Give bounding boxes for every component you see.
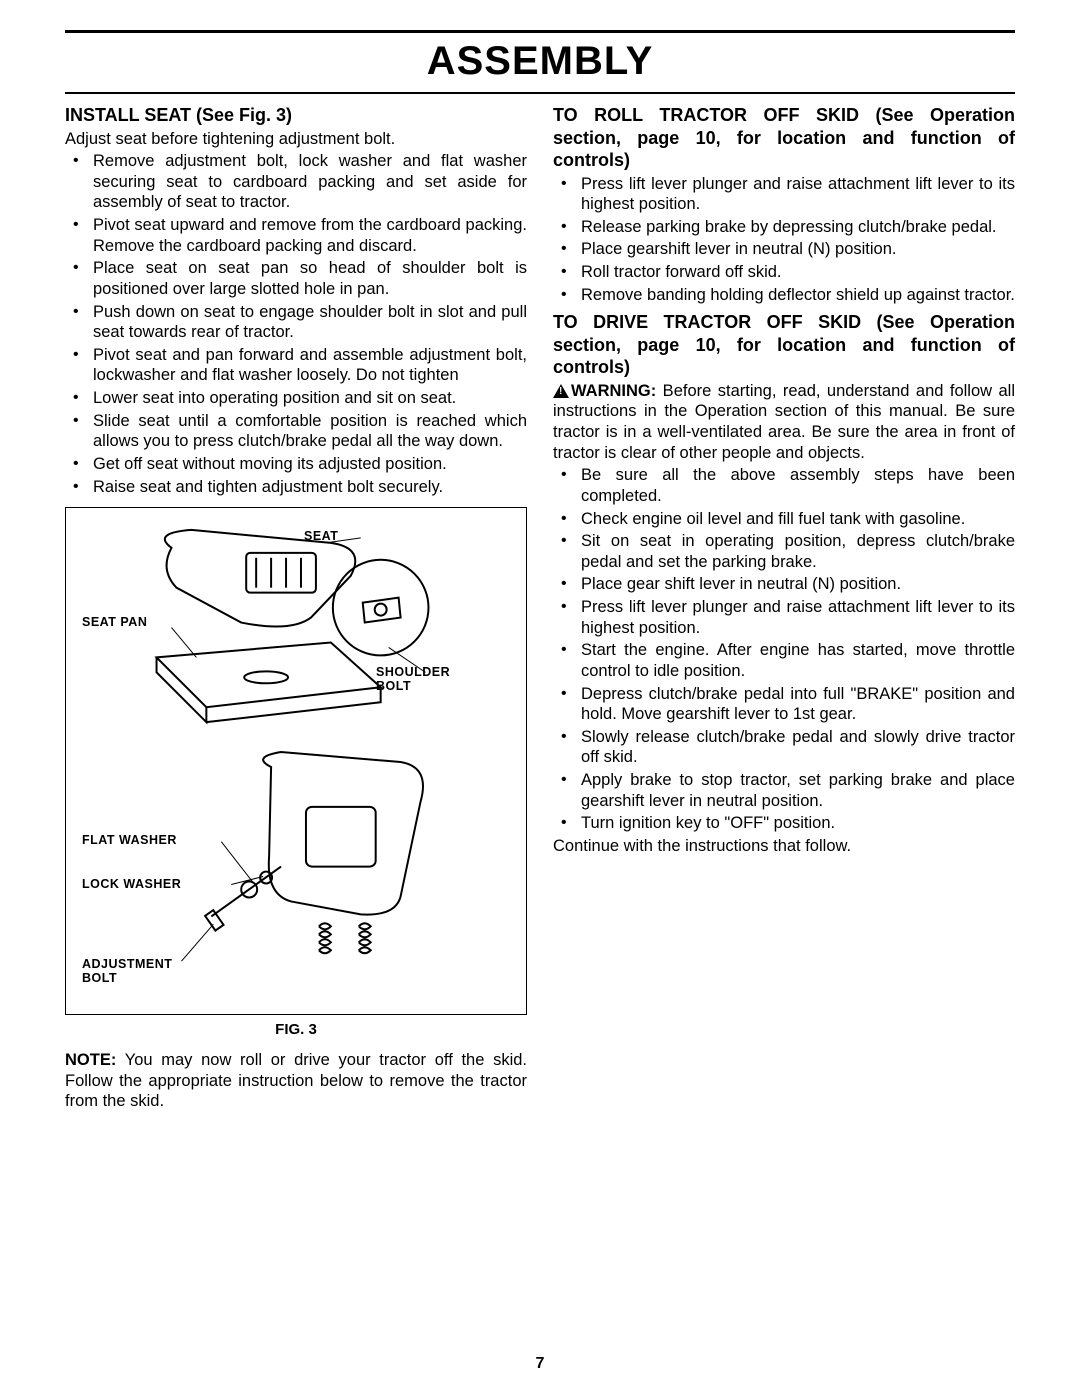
note-text: You may now roll or drive your tractor o… xyxy=(65,1051,527,1110)
label-seat: SEAT xyxy=(304,530,338,544)
label-lock-washer: LOCK WASHER xyxy=(82,878,181,892)
list-item: Start the engine. After engine has start… xyxy=(553,640,1015,681)
roll-off-heading: TO ROLL TRACTOR OFF SKID (See Operation … xyxy=(553,104,1015,172)
list-item: Apply brake to stop tractor, set parking… xyxy=(553,770,1015,811)
roll-off-list: Press lift lever plunger and raise attac… xyxy=(553,174,1015,306)
list-item: Remove banding holding deflector shield … xyxy=(553,285,1015,306)
list-item: Sit on seat in operating position, depre… xyxy=(553,531,1015,572)
figure-caption: FIG. 3 xyxy=(65,1021,527,1040)
list-item: Pivot seat upward and remove from the ca… xyxy=(65,215,527,256)
list-item: Slowly release clutch/brake pedal and sl… xyxy=(553,727,1015,768)
figure-3: SEAT SEAT PAN SHOULDER BOLT FLAT WASHER … xyxy=(65,507,527,1015)
drive-off-list: Be sure all the above assembly steps hav… xyxy=(553,465,1015,834)
list-item: Push down on seat to engage shoulder bol… xyxy=(65,302,527,343)
title-underline xyxy=(65,92,1015,94)
label-shoulder-bolt: SHOULDER BOLT xyxy=(376,666,466,694)
label-flat-washer: FLAT WASHER xyxy=(82,834,177,848)
list-item: Get off seat without moving its adjusted… xyxy=(65,454,527,475)
right-column: TO ROLL TRACTOR OFF SKID (See Operation … xyxy=(553,104,1015,1112)
list-item: Release parking brake by depressing clut… xyxy=(553,217,1015,238)
content-columns: INSTALL SEAT (See Fig. 3) Adjust seat be… xyxy=(65,104,1015,1112)
left-column: INSTALL SEAT (See Fig. 3) Adjust seat be… xyxy=(65,104,527,1112)
warning-icon xyxy=(553,384,569,398)
note-paragraph: NOTE: You may now roll or drive your tra… xyxy=(65,1050,527,1112)
list-item: Depress clutch/brake pedal into full "BR… xyxy=(553,684,1015,725)
page-number: 7 xyxy=(0,1355,1080,1373)
list-item: Lower seat into operating position and s… xyxy=(65,388,527,409)
list-item: Place gearshift lever in neutral (N) pos… xyxy=(553,239,1015,260)
warning-paragraph: WARNING: Before starting, read, understa… xyxy=(553,381,1015,464)
note-label: NOTE: xyxy=(65,1051,116,1069)
list-item: Press lift lever plunger and raise attac… xyxy=(553,597,1015,638)
list-item: Pivot seat and pan forward and assemble … xyxy=(65,345,527,386)
label-seat-pan: SEAT PAN xyxy=(82,616,147,630)
list-item: Slide seat until a comfortable position … xyxy=(65,411,527,452)
list-item: Place gear shift lever in neutral (N) po… xyxy=(553,574,1015,595)
warning-label: WARNING: xyxy=(571,382,656,400)
list-item: Remove adjustment bolt, lock washer and … xyxy=(65,151,527,213)
install-seat-heading: INSTALL SEAT (See Fig. 3) xyxy=(65,104,527,127)
list-item: Roll tractor forward off skid. xyxy=(553,262,1015,283)
install-seat-list: Remove adjustment bolt, lock washer and … xyxy=(65,151,527,497)
label-adjustment-bolt: ADJUSTMENT BOLT xyxy=(82,958,192,986)
figure-svg xyxy=(66,508,526,1014)
list-item: Be sure all the above assembly steps hav… xyxy=(553,465,1015,506)
list-item: Check engine oil level and fill fuel tan… xyxy=(553,509,1015,530)
page-title: ASSEMBLY xyxy=(65,33,1015,92)
list-item: Turn ignition key to "OFF" position. xyxy=(553,813,1015,834)
closing-text: Continue with the instructions that foll… xyxy=(553,836,1015,857)
list-item: Raise seat and tighten adjustment bolt s… xyxy=(65,477,527,498)
list-item: Place seat on seat pan so head of should… xyxy=(65,258,527,299)
list-item: Press lift lever plunger and raise attac… xyxy=(553,174,1015,215)
install-seat-intro: Adjust seat before tightening adjustment… xyxy=(65,129,527,150)
drive-off-heading: TO DRIVE TRACTOR OFF SKID (See Operation… xyxy=(553,311,1015,379)
